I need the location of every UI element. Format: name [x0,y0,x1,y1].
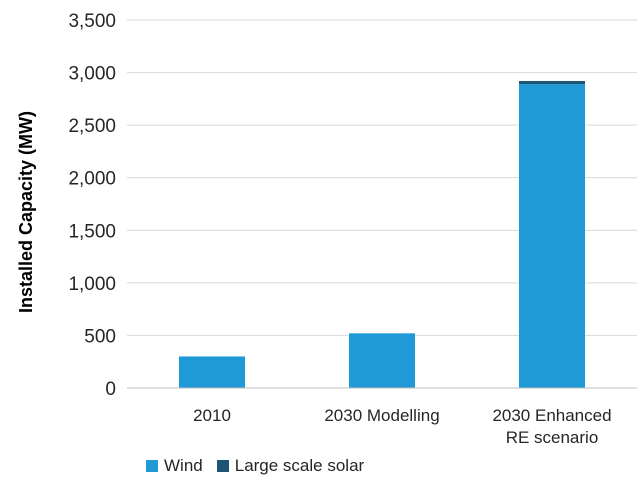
legend-item-large-scale-solar: Large scale solar [216,456,365,476]
bar-wind [519,84,585,388]
legend-label-wind: Wind [164,456,203,475]
bars [179,80,585,388]
y-tick-label: 1,500 [68,221,116,242]
legend-swatch-wind [146,460,158,472]
y-tick-label: 500 [84,326,116,347]
y-tick-label: 3,000 [68,64,116,85]
legend: Wind Large scale solar [146,456,378,476]
legend-swatch-large-scale-solar [216,460,229,472]
y-tick-label: 2,000 [68,169,116,190]
y-tick-label: 2,500 [68,116,116,137]
legend-label-large-scale-solar: Large scale solar [234,456,365,475]
x-tick-labels: 2010 2030 Modelling 2030 Enhanced RE scenar… [193,406,611,447]
y-tick-label: 0 [105,379,116,400]
y-tick-label: 1,000 [68,274,116,295]
x-tick-label: 2030 Modelling [324,406,439,425]
y-tick-labels: 0 500 1,000 1,500 2,000 2,500 3,000 3,500 [68,11,116,400]
legend-item-wind: Wind [146,456,203,476]
x-tick-label: 2030 Enhanced RE scenario [492,406,611,447]
x-tick-label: 2010 [193,406,231,425]
bar-large-scale-solar [519,80,585,85]
y-tick-label: 3,500 [68,11,116,32]
bar-wind [349,333,415,388]
gridlines [127,19,637,336]
bar-wind [179,356,245,388]
y-axis-title: Installed Capacity (MW) [16,111,36,313]
